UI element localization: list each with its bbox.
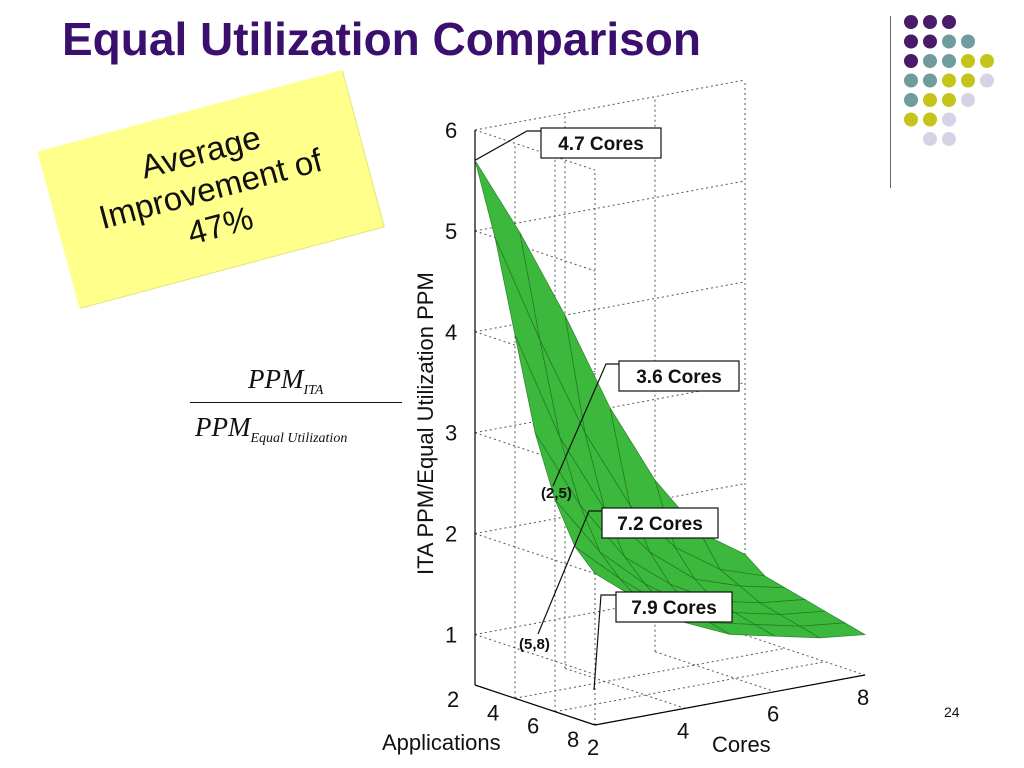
formula-numerator: PPMITA — [248, 364, 324, 398]
annotation-box — [540, 127, 662, 159]
divider-line — [890, 16, 891, 188]
annotation-label: 3.6 Cores — [636, 367, 722, 388]
annotation-box — [615, 591, 733, 623]
slide-title: Equal Utilization Comparison — [62, 13, 701, 65]
surface — [474, 160, 867, 639]
point-label: (2,5) — [541, 485, 572, 502]
grid-line — [474, 382, 746, 434]
applications-tick-label: 4 — [487, 700, 499, 725]
grid-line — [474, 533, 596, 575]
z-axis-label: ITA PPM/Equal Utilization PPM — [413, 272, 438, 575]
formula-denominator: PPMEqual Utilization — [195, 412, 348, 446]
grid-line — [474, 584, 746, 635]
grid-line — [474, 180, 746, 232]
decor-dot-teal — [904, 93, 918, 107]
decor-dot-lavender — [942, 112, 956, 127]
grid-line — [564, 667, 686, 709]
decor-dot-yellow — [961, 73, 975, 88]
decor-dot-teal — [961, 34, 975, 49]
applications-tick-label: 8 — [567, 727, 579, 752]
annotation-box — [601, 507, 719, 539]
decorative-dot-grid — [904, 15, 994, 146]
annotation-box — [618, 360, 740, 392]
applications-axis-line — [474, 684, 596, 726]
decor-dot-yellow — [961, 54, 975, 68]
decor-dot-purple — [942, 15, 956, 29]
decor-dot-yellow — [923, 112, 937, 127]
annotation-label: 7.2 Cores — [617, 514, 703, 535]
annotation-leader-line — [537, 510, 602, 635]
z-tick-label: 2 — [445, 522, 457, 547]
annotation-leader-line — [552, 363, 619, 487]
grid-line — [474, 483, 746, 535]
applications-tick-label: 2 — [447, 687, 459, 712]
annotation-label: 7.9 Cores — [631, 598, 717, 619]
grid-line — [474, 79, 746, 131]
z-tick-label: 5 — [445, 219, 457, 244]
decor-dot-lavender — [980, 73, 994, 88]
grid-line — [654, 651, 776, 693]
surface-patch — [474, 160, 541, 341]
annotations: 4.7 Cores 3.6 Cores 7.2 Cores 7.9 Cores (2,5… — [474, 127, 740, 691]
decor-dot-lavender — [942, 132, 956, 146]
annotation-label: 4.7 Cores — [558, 134, 644, 155]
annotation-leader-line — [593, 594, 616, 691]
decor-dot-purple — [904, 15, 918, 29]
z-tick-label: 4 — [445, 320, 457, 345]
z-tick-label: 1 — [445, 623, 457, 648]
decor-dot-yellow — [923, 93, 937, 107]
annotation-leader-line — [474, 130, 541, 161]
decor-dot-teal — [923, 73, 937, 88]
z-tick-label: 3 — [445, 421, 457, 446]
decor-dot-teal — [942, 34, 956, 49]
applications-axis-label: Applications — [382, 730, 501, 755]
cores-tick-label: 4 — [677, 718, 689, 743]
cores-axis-line — [594, 674, 866, 726]
decor-dot-yellow — [980, 54, 994, 68]
decor-dot-yellow — [942, 93, 956, 107]
decor-dot-teal — [904, 73, 918, 88]
cores-tick-label: 2 — [587, 735, 599, 760]
grid-line — [554, 661, 826, 713]
decor-dot-yellow — [904, 112, 918, 127]
z-tick-label: 6 — [445, 118, 457, 143]
ppm-ratio-formula: PPMITA PPMEqual Utilization — [190, 360, 405, 450]
point-label: (5,8) — [519, 636, 550, 653]
cores-axis-label: Cores — [712, 732, 771, 757]
grid-line — [474, 634, 596, 675]
grid-line — [514, 647, 786, 699]
decor-dot-yellow — [942, 73, 956, 88]
grid-line — [744, 634, 866, 676]
decor-dot-purple — [923, 15, 937, 29]
cores-tick-label: 8 — [857, 685, 869, 710]
fraction-bar — [190, 402, 402, 403]
decor-dot-lavender — [961, 93, 975, 107]
decor-dot-teal — [942, 54, 956, 68]
slide-number: 24 — [944, 704, 960, 720]
cores-tick-label: 6 — [767, 702, 779, 727]
decor-dot-lavender — [923, 132, 937, 146]
decor-dot-purple — [923, 34, 937, 49]
decor-dot-teal — [923, 54, 937, 68]
decor-dot-purple — [904, 34, 918, 49]
applications-tick-label: 6 — [527, 714, 539, 739]
decor-dot-purple — [904, 54, 918, 68]
grid-line — [474, 129, 596, 171]
surface-patch — [798, 622, 867, 639]
